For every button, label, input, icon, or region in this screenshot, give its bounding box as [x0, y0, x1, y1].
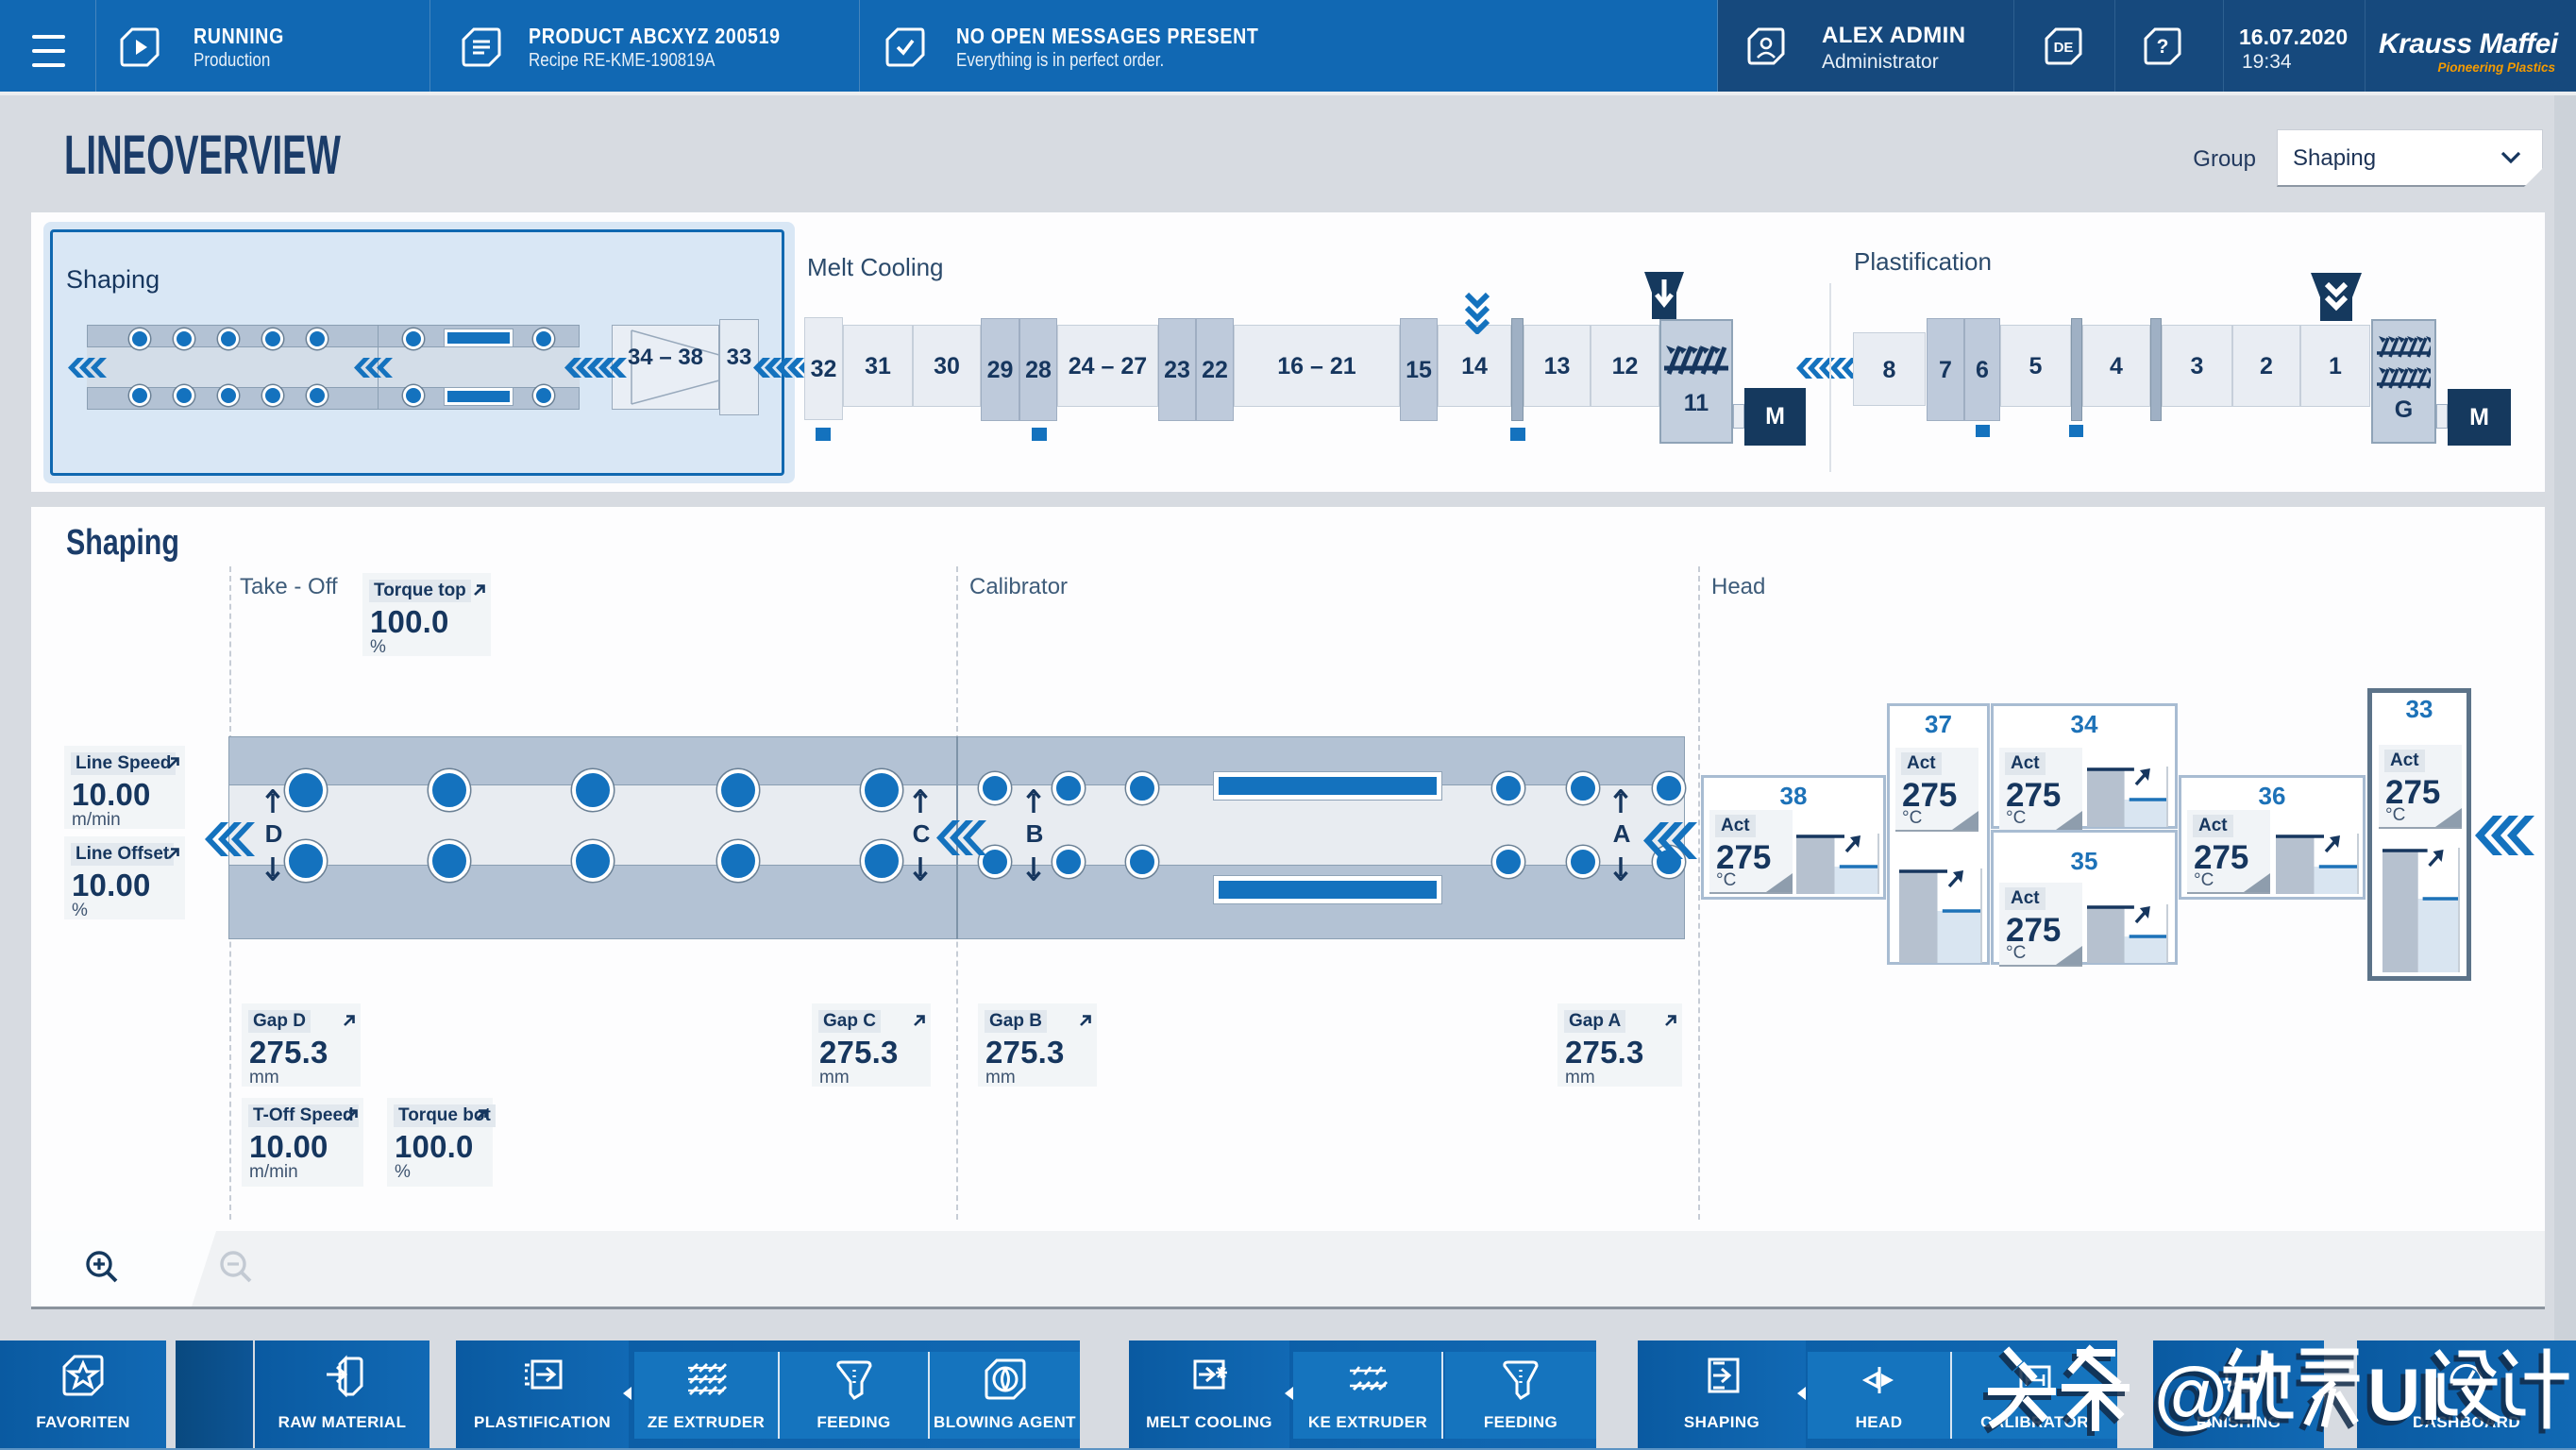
- svg-text:?: ?: [2157, 36, 2169, 58]
- svg-text:DE: DE: [2054, 40, 2074, 56]
- svg-text:@: @: [2154, 1352, 2228, 1434]
- svg-text:UI: UI: [2367, 1353, 2441, 1434]
